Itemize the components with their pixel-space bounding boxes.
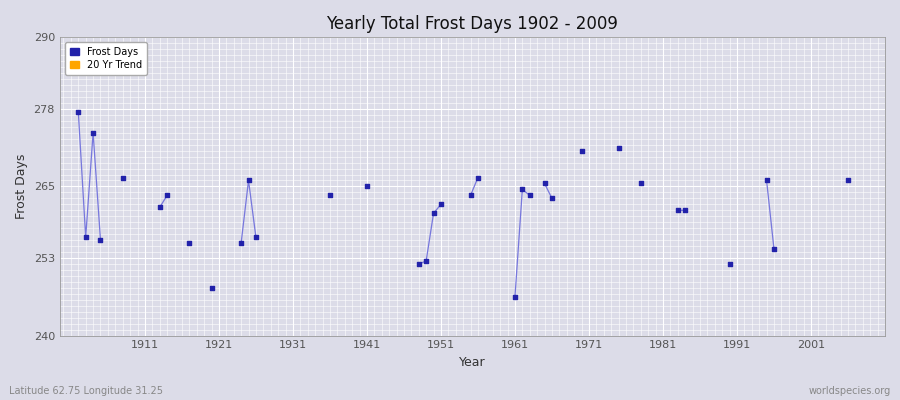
Point	[841, 177, 855, 184]
Point	[544, 195, 559, 202]
Point	[204, 285, 219, 291]
Point	[152, 204, 166, 210]
Point	[182, 240, 196, 246]
Legend: Frost Days, 20 Yr Trend: Frost Days, 20 Yr Trend	[65, 42, 147, 75]
Point	[323, 192, 338, 199]
Y-axis label: Frost Days: Frost Days	[15, 154, 28, 219]
Point	[115, 174, 130, 181]
Point	[537, 180, 552, 187]
Point	[411, 261, 426, 267]
Point	[471, 174, 485, 181]
Point	[360, 183, 374, 190]
Point	[723, 261, 737, 267]
Point	[86, 130, 100, 136]
Point	[78, 234, 93, 240]
Point	[464, 192, 478, 199]
Text: worldspecies.org: worldspecies.org	[809, 386, 891, 396]
Point	[248, 234, 263, 240]
Point	[434, 201, 448, 208]
Point	[418, 258, 433, 264]
Text: Latitude 62.75 Longitude 31.25: Latitude 62.75 Longitude 31.25	[9, 386, 163, 396]
Point	[634, 180, 648, 187]
Point	[678, 207, 692, 214]
Point	[508, 294, 522, 300]
Point	[574, 148, 589, 154]
X-axis label: Year: Year	[459, 356, 486, 369]
Point	[611, 144, 625, 151]
Point	[160, 192, 175, 199]
Point	[427, 210, 441, 216]
Point	[241, 177, 256, 184]
Point	[670, 207, 685, 214]
Point	[523, 192, 537, 199]
Title: Yearly Total Frost Days 1902 - 2009: Yearly Total Frost Days 1902 - 2009	[327, 15, 618, 33]
Point	[94, 237, 108, 243]
Point	[767, 246, 781, 252]
Point	[760, 177, 774, 184]
Point	[71, 109, 86, 115]
Point	[234, 240, 248, 246]
Point	[515, 186, 529, 193]
